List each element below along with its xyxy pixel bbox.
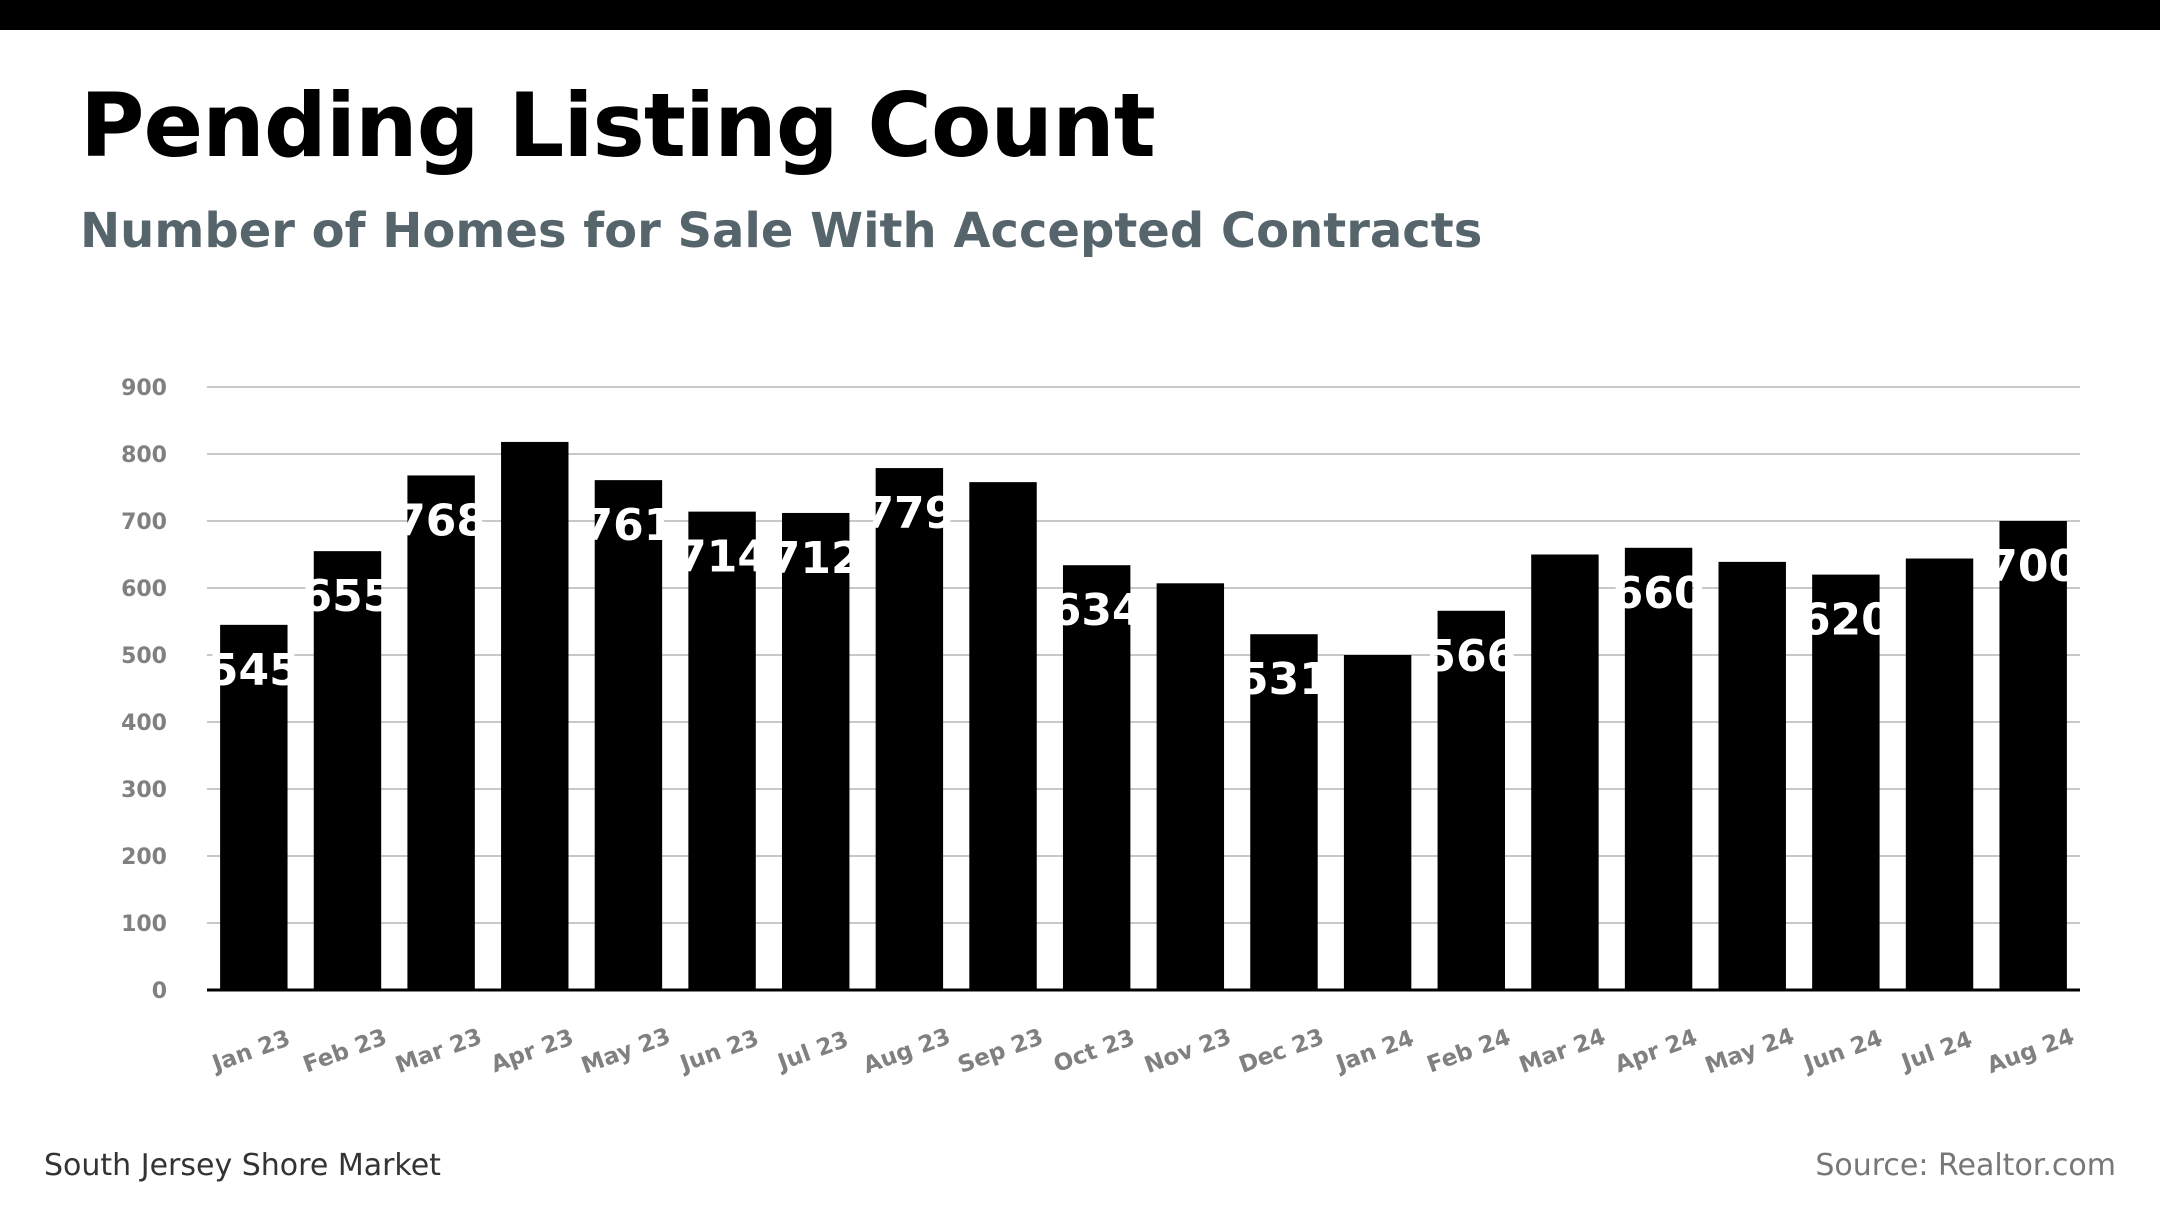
- x-tick-label: May 24: [1702, 1023, 1798, 1079]
- bar: [407, 475, 475, 990]
- data-label: 634: [1051, 585, 1143, 636]
- bar: [313, 551, 382, 990]
- x-tick-label: Jan 23: [207, 1025, 293, 1078]
- x-tick-label: Feb 23: [300, 1024, 391, 1078]
- source-note: Source: Realtor.com: [1815, 1148, 2116, 1183]
- x-tick-label: Aug 24: [1984, 1024, 2078, 1079]
- y-tick-label: 600: [121, 577, 167, 602]
- page-title: Pending Listing Count: [80, 74, 1156, 177]
- x-axis-ticks: Jan 23 Feb 23 Mar 23 Apr 23 May 23 Jun 23 Jul …: [207, 1023, 2078, 1079]
- bar: [1812, 574, 1880, 990]
- x-tick-label: Oct 23: [1050, 1025, 1138, 1078]
- page-subtitle: Number of Homes for Sale With Accepted C…: [80, 203, 1483, 259]
- bar: [969, 482, 1037, 990]
- bar: [875, 468, 944, 990]
- data-label: 761: [582, 500, 674, 551]
- y-tick-label: 0: [152, 979, 167, 1004]
- x-tick-label: Jun 23: [675, 1025, 762, 1078]
- bar: [594, 480, 663, 990]
- x-tick-label: Apr 23: [488, 1025, 577, 1079]
- bar: [501, 441, 569, 990]
- top-bar: [0, 0, 2160, 30]
- data-label: 531: [1238, 654, 1330, 705]
- data-label: 655: [302, 571, 394, 622]
- x-tick-label: Dec 23: [1236, 1024, 1328, 1079]
- bars: [220, 441, 2067, 990]
- x-tick-label: Mar 24: [1516, 1024, 1609, 1079]
- data-label: 779: [863, 488, 955, 539]
- bar: [1624, 547, 1693, 990]
- x-tick-label: Jan 24: [1331, 1025, 1417, 1078]
- bar: [1531, 554, 1599, 990]
- data-label: 714: [676, 532, 768, 583]
- bar: [782, 512, 850, 990]
- bar: [220, 624, 288, 990]
- data-label: 768: [395, 495, 487, 546]
- x-tick-label: Sep 23: [955, 1024, 1047, 1079]
- data-label: 566: [1425, 631, 1517, 682]
- x-tick-label: Jun 24: [1799, 1025, 1886, 1078]
- y-tick-label: 700: [121, 510, 167, 535]
- data-label: 700: [1987, 541, 2079, 592]
- y-tick-label: 800: [121, 443, 167, 468]
- y-axis-ticks: 0 100 200 300 400 500 600 700 800 900: [121, 376, 167, 1004]
- grid-lines: [207, 386, 2080, 924]
- y-tick-label: 100: [121, 912, 167, 937]
- market-name: South Jersey Shore Market: [44, 1148, 441, 1183]
- x-tick-label: Feb 24: [1424, 1024, 1515, 1078]
- bar: [1250, 634, 1318, 990]
- bar: [1437, 610, 1505, 990]
- x-tick-label: Jul 24: [1897, 1027, 1976, 1077]
- bar: [1343, 655, 1412, 990]
- x-tick-label: May 23: [578, 1023, 674, 1079]
- x-tick-label: Jul 23: [773, 1027, 852, 1077]
- x-tick-label: Nov 23: [1141, 1024, 1235, 1079]
- bar: [688, 511, 756, 990]
- data-label: 660: [1613, 568, 1705, 619]
- bar: [1718, 561, 1786, 990]
- data-label: 712: [770, 533, 862, 584]
- y-tick-label: 900: [121, 376, 167, 401]
- y-tick-label: 200: [121, 845, 167, 870]
- bar: [1999, 521, 2067, 990]
- bar: [1905, 558, 1974, 990]
- x-tick-label: Apr 24: [1612, 1025, 1701, 1079]
- x-tick-label: Mar 23: [392, 1024, 485, 1079]
- x-tick-label: Aug 23: [860, 1024, 954, 1079]
- y-tick-label: 500: [121, 644, 167, 669]
- y-tick-label: 400: [121, 711, 167, 736]
- data-label: 620: [1800, 595, 1892, 646]
- y-tick-label: 300: [121, 778, 167, 803]
- data-label: 545: [208, 645, 300, 696]
- bar: [1062, 565, 1131, 990]
- bar: [1156, 583, 1225, 990]
